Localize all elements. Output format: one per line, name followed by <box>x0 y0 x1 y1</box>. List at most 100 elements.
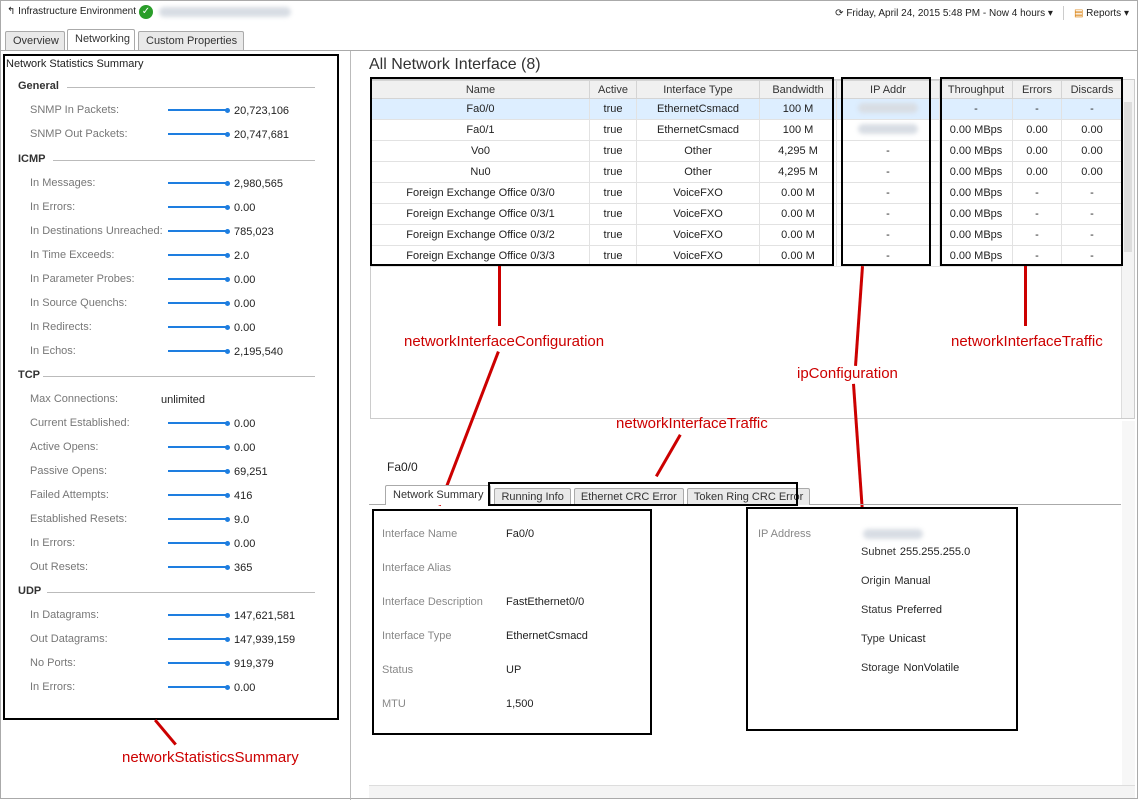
stat-value: 147,621,581 <box>234 610 296 622</box>
cell-errors: - <box>1012 245 1062 267</box>
ip-field-row: Origin Manual <box>861 575 930 587</box>
horizontal-scrollbar[interactable] <box>369 785 1135 798</box>
reports-button[interactable]: ▤ Reports ▾ <box>1073 7 1129 19</box>
top-bar: ↰ Infrastructure Environment › ✓ ⟳ Frida… <box>1 1 1138 25</box>
column-header-ip-addr[interactable]: IP Addr <box>836 80 940 99</box>
detail-title: Fa0/0 <box>387 460 418 474</box>
table-row[interactable]: Nu0 true Other 4,295 M -0.00 MBps 0.00 0.00 <box>371 161 1123 183</box>
top-right-controls: ⟳ Friday, April 24, 2015 5:48 PM - Now 4… <box>835 6 1129 20</box>
stat-value: 919,379 <box>234 658 274 670</box>
stat-value: 2,980,565 <box>234 178 283 190</box>
status-ok-icon: ✓ <box>139 5 153 19</box>
scrollbar-thumb[interactable] <box>1124 102 1132 252</box>
stat-label: Current Established: <box>30 417 130 429</box>
breadcrumb-link[interactable]: Infrastructure Environment <box>18 6 136 17</box>
time-range-selector[interactable]: ⟳ Friday, April 24, 2015 5:48 PM - Now 4… <box>835 7 1053 19</box>
vertical-scrollbar[interactable] <box>1122 421 1135 785</box>
interfaces-table: Name Active Interface Type Bandwidth IP Addr… <box>371 80 1123 267</box>
interfaces-title: All Network Interface (8) <box>369 56 541 73</box>
cell-name: Foreign Exchange Office 0/3/1 <box>371 203 590 225</box>
column-header-errors[interactable]: Errors <box>1012 80 1062 99</box>
annotation-box-config <box>370 77 834 266</box>
ip-field-row: Subnet 255.255.255.0 <box>861 546 970 558</box>
tab-networking[interactable]: Networking <box>67 29 135 51</box>
stat-sparkline <box>168 107 230 113</box>
summary-label: Interface Name <box>382 528 458 540</box>
divider <box>1 50 1138 51</box>
annotation-box-stats <box>3 54 339 720</box>
stats-title: Network Statistics Summary <box>6 58 144 70</box>
tab-running-info[interactable]: Running Info <box>494 488 571 505</box>
table-row[interactable]: Fa0/0 true EthernetCsmacd 100 M--- <box>371 98 1123 120</box>
cell-interface-type: EthernetCsmacd <box>636 98 760 120</box>
stat-sparkline <box>168 252 230 258</box>
stat-sparkline <box>168 468 230 474</box>
cell-discards: 0.00 <box>1061 140 1123 162</box>
cell-active: true <box>589 245 637 267</box>
stat-value: 9.0 <box>234 514 250 526</box>
summary-label: Status <box>382 664 414 676</box>
ip-field-value: 255.255.255.0 <box>899 546 971 558</box>
cell-interface-type: Other <box>636 161 760 183</box>
ip-field-row: Status Preferred <box>861 604 942 616</box>
column-header-interface-type[interactable]: Interface Type <box>636 80 760 99</box>
stat-label: In Source Quenchs: <box>30 297 128 309</box>
reports-label: Reports <box>1086 7 1122 19</box>
column-header-discards[interactable]: Discards <box>1061 80 1123 99</box>
column-header-name[interactable]: Name <box>371 80 590 99</box>
ip-field-label: Type <box>861 633 885 645</box>
cell-throughput: - <box>939 98 1013 120</box>
stat-label: In Parameter Probes: <box>30 273 135 285</box>
stat-value: unlimited <box>161 394 206 406</box>
stat-label: In Time Exceeds: <box>30 249 115 261</box>
cell-bandwidth: 100 M <box>759 98 837 120</box>
cell-bandwidth: 100 M <box>759 119 837 141</box>
stat-label: Failed Attempts: <box>30 489 109 501</box>
stat-value: 20,723,106 <box>234 105 290 117</box>
summary-value: FastEthernet0/0 <box>506 596 585 608</box>
stats-section-tcp: TCP <box>18 369 40 381</box>
ip-field-label: Status <box>861 604 893 616</box>
reports-icon: ▤ <box>1073 7 1084 19</box>
stat-sparkline <box>168 660 230 666</box>
annotation-box-ip-detail <box>746 507 1018 731</box>
tab-ethernet-crc-error[interactable]: Ethernet CRC Error <box>573 488 684 505</box>
stat-sparkline <box>168 684 230 690</box>
stat-label: In Errors: <box>30 537 76 549</box>
column-header-active[interactable]: Active <box>589 80 637 99</box>
breadcrumb[interactable]: ↰ Infrastructure Environment › <box>7 6 142 17</box>
stat-label: In Messages: <box>30 177 96 189</box>
stat-sparkline <box>168 612 230 618</box>
tab-network-summary[interactable]: Network Summary <box>385 485 492 505</box>
annotation-traffic-tabs: networkInterfaceTraffic <box>616 415 768 432</box>
table-row[interactable]: Fa0/1 true EthernetCsmacd 100 M 0.00 MBps 0.0… <box>371 119 1123 141</box>
stat-sparkline <box>168 348 230 354</box>
stat-label: In Datagrams: <box>30 609 100 621</box>
tab-token-ring-crc-error[interactable]: Token Ring CRC Error <box>686 488 811 505</box>
cell-name: Foreign Exchange Office 0/3/3 <box>371 245 590 267</box>
main-tabs: Overview Networking Custom Properties <box>5 29 305 51</box>
stat-sparkline <box>168 420 230 426</box>
ip-redacted <box>858 123 918 134</box>
table-header-row: Name Active Interface Type Bandwidth IP Addr… <box>371 80 1123 99</box>
stat-label: In Errors: <box>30 681 76 693</box>
ip-address-redacted <box>863 529 923 539</box>
table-row[interactable]: Foreign Exchange Office 0/3/3 true VoiceFX… <box>371 245 1123 267</box>
stat-sparkline <box>168 300 230 306</box>
table-row[interactable]: Foreign Exchange Office 0/3/0 true VoiceFX… <box>371 182 1123 204</box>
stat-value: 0.00 <box>234 538 256 550</box>
cell-discards: - <box>1061 98 1123 120</box>
stat-label: SNMP Out Packets: <box>30 128 128 140</box>
ip-field-label: Subnet <box>861 546 896 558</box>
ip-field-value: Manual <box>894 575 931 587</box>
stat-sparkline <box>168 324 230 330</box>
tab-custom-properties[interactable]: Custom Properties <box>138 31 244 51</box>
stat-value: 0.00 <box>234 298 256 310</box>
stat-value: 69,251 <box>234 466 268 478</box>
annotation-config: networkInterfaceConfiguration <box>404 333 605 350</box>
host-name-redacted <box>159 7 291 17</box>
ip-address-label: IP Address <box>758 528 811 540</box>
table-row[interactable]: Foreign Exchange Office 0/3/1 true VoiceFX… <box>371 203 1123 225</box>
stats-section-general: General <box>18 80 59 92</box>
tab-overview[interactable]: Overview <box>5 31 65 51</box>
